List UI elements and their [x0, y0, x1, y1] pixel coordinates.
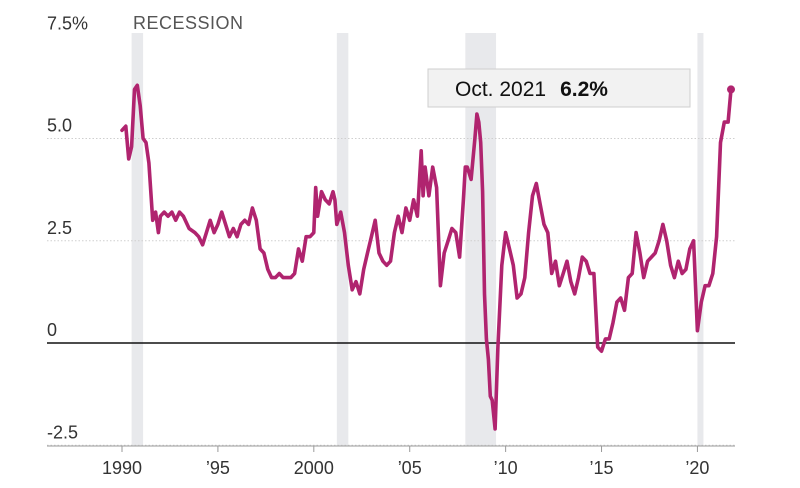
y-tick-label: 5.0	[47, 116, 72, 136]
gridlines	[47, 138, 735, 446]
y-tick-label: -2.5	[47, 422, 78, 442]
latest-point-marker	[727, 85, 735, 94]
callout-date: Oct. 2021	[455, 78, 546, 101]
x-tick-label: ’95	[206, 458, 230, 478]
series-layer	[120, 83, 735, 431]
y-tick-label: 7.5%	[47, 13, 88, 33]
y-tick-label: 2.5	[47, 218, 72, 238]
y-tick-label: 0	[47, 320, 57, 340]
callout-value: 6.2%	[560, 78, 608, 101]
recession-band-4	[697, 33, 704, 446]
x-tick-label: ’10	[494, 458, 518, 478]
x-tick-label: 1990	[102, 458, 142, 478]
recession-legend-label: RECESSION	[133, 13, 244, 33]
x-tick-label: 2000	[294, 458, 334, 478]
callout-text: Oct. 2021 6.2%	[455, 78, 608, 101]
y-axis-ticks: 7.5% 5.0 2.5 0 -2.5	[47, 13, 88, 442]
callout-box	[427, 68, 691, 108]
x-axis-ticks: 1990 ’95 2000 ’05 ’10 ’15 ’20	[102, 446, 709, 478]
recession-band-1	[131, 33, 144, 446]
x-tick-label: ’05	[398, 458, 422, 478]
callout-annotation: Oct. 2021 6.2%	[427, 68, 691, 108]
recession-band-2	[336, 33, 349, 446]
series-line-inflation	[120, 83, 733, 431]
x-tick-label: ’15	[590, 458, 614, 478]
x-tick-label: ’20	[685, 458, 709, 478]
